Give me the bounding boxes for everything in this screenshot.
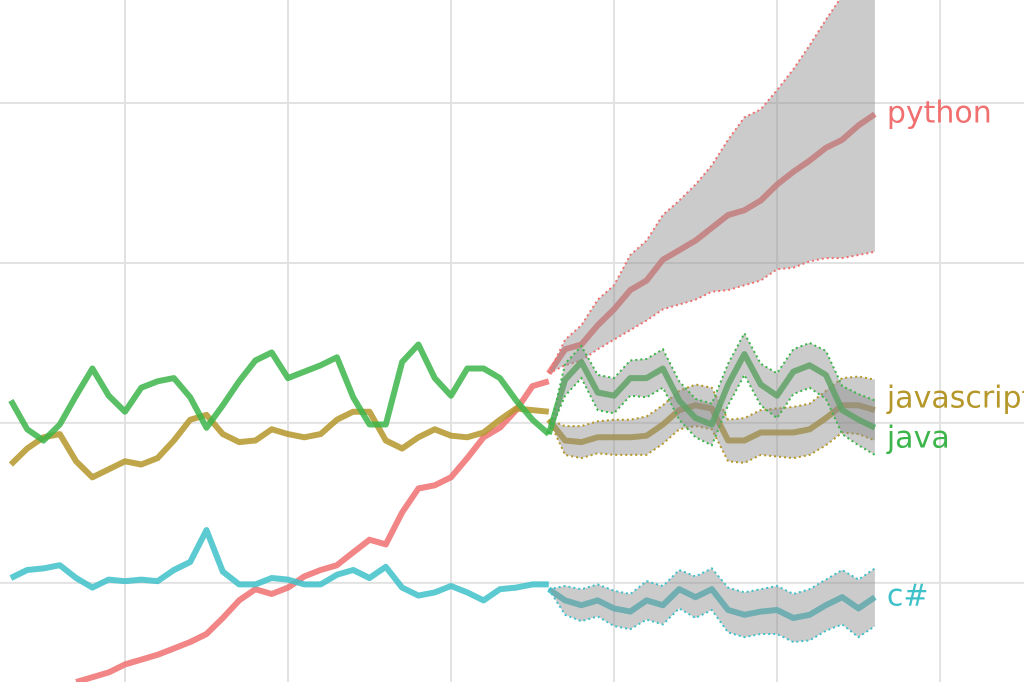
band-edge (547, 331, 876, 435)
series-label: java (886, 420, 950, 455)
band-edge (547, 588, 876, 644)
series-label: c# (887, 579, 929, 614)
forecast-line (545, 351, 877, 435)
confidence-band (548, 0, 875, 374)
band-edge (547, 419, 876, 464)
confidence-band (548, 568, 875, 642)
history-line (75, 378, 550, 682)
forecast-line (547, 586, 877, 621)
forecast-line (546, 111, 877, 375)
band-edge (547, 0, 841, 374)
series-label: javascript (886, 380, 1024, 415)
history-line (8, 341, 551, 444)
forecast-line (546, 402, 876, 446)
band-edge (548, 250, 876, 375)
confidence-band (548, 333, 875, 455)
band-edge (548, 567, 876, 596)
band-edge (548, 375, 876, 428)
history-line (8, 405, 550, 481)
history-line (9, 527, 549, 604)
band-edge (547, 372, 876, 456)
series-label: python (887, 96, 992, 131)
